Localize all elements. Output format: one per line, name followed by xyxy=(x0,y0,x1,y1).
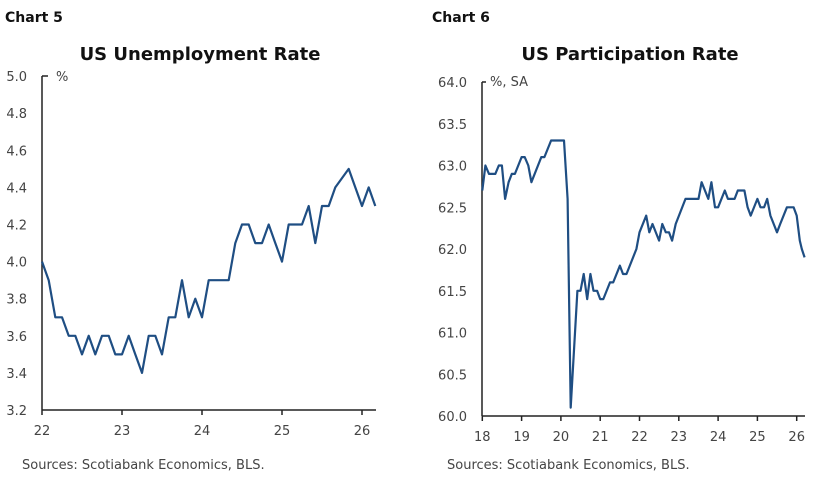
chart-6: Chart 6 US Participation Rate %, SA 60.0… xyxy=(432,10,806,473)
x-tick-label: 21 xyxy=(592,430,609,445)
x-tick-label: 23 xyxy=(671,430,688,445)
y-tick-label: 3.6 xyxy=(6,330,27,345)
x-tick-label: 26 xyxy=(788,430,805,445)
y-tick-label: 60.5 xyxy=(438,368,467,383)
y-axis-unit: % xyxy=(56,70,68,85)
y-tick-label: 62.0 xyxy=(438,243,467,258)
x-tick-label: 23 xyxy=(114,424,131,439)
y-tick-label: 62.5 xyxy=(438,201,467,216)
y-tick-label: 4.2 xyxy=(6,219,27,234)
chart-number: Chart 6 xyxy=(432,10,490,26)
x-tick-label: 26 xyxy=(354,424,371,439)
x-tick-label: 22 xyxy=(631,430,648,445)
y-axis-unit: %, SA xyxy=(490,75,528,90)
chart-title: US Participation Rate xyxy=(521,44,738,65)
chart-title: US Unemployment Rate xyxy=(80,44,321,65)
x-tick-label: 25 xyxy=(749,430,766,445)
x-tick-label: 24 xyxy=(194,424,211,439)
y-tick-label: 63.5 xyxy=(438,118,467,133)
participation-rate-line xyxy=(481,139,806,409)
x-tick-label: 19 xyxy=(513,430,530,445)
chart-5: Chart 5 US Unemployment Rate % 3.2 3.4 3.6… xyxy=(5,10,377,473)
x-tick-label: 20 xyxy=(553,430,570,445)
unemployment-rate-line xyxy=(40,167,377,374)
y-tick-label: 3.2 xyxy=(6,404,27,419)
x-tick-label: 22 xyxy=(34,424,51,439)
x-tick-label: 25 xyxy=(274,424,291,439)
y-tick-label: 63.0 xyxy=(438,160,467,175)
y-tick-label: 4.8 xyxy=(6,107,27,122)
x-tick-label: 18 xyxy=(474,430,491,445)
y-tick-label: 4.6 xyxy=(6,144,27,159)
y-tick-label: 60.0 xyxy=(438,410,467,425)
chart-number: Chart 5 xyxy=(5,10,63,26)
y-tick-label: 3.4 xyxy=(6,367,27,382)
source-note: Sources: Scotiabank Economics, BLS. xyxy=(22,458,265,473)
y-tick-label: 64.0 xyxy=(438,76,467,91)
y-tick-label: 61.5 xyxy=(438,285,467,300)
y-tick-label: 5.0 xyxy=(6,70,27,85)
x-tick-label: 24 xyxy=(710,430,727,445)
y-tick-label: 61.0 xyxy=(438,327,467,342)
y-tick-label: 4.4 xyxy=(6,181,27,196)
y-tick-label: 3.8 xyxy=(6,293,27,308)
y-tick-label: 4.0 xyxy=(6,256,27,271)
source-note: Sources: Scotiabank Economics, BLS. xyxy=(447,458,690,473)
